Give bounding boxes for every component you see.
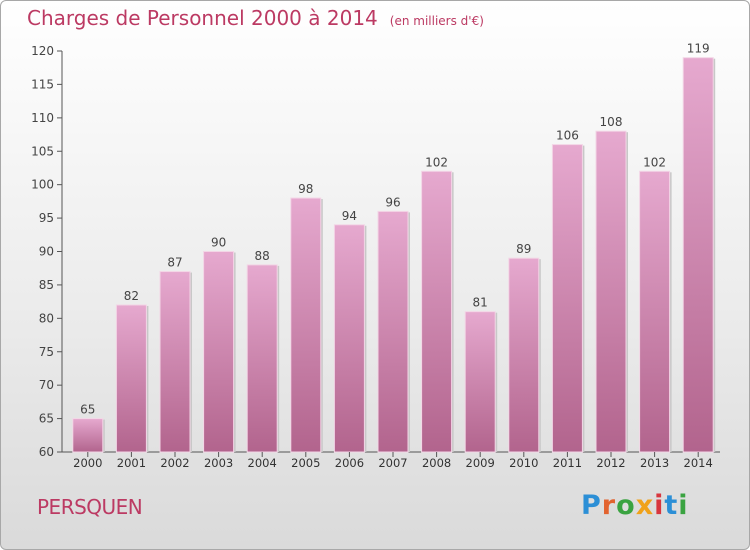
data-label: 88: [255, 249, 270, 263]
x-tick-label: 2014: [684, 456, 713, 470]
data-label: 98: [298, 182, 313, 196]
y-tick-label: 65: [39, 412, 54, 426]
logo-letter: x: [635, 490, 655, 521]
logo-letter: o: [616, 490, 636, 521]
data-label: 96: [385, 195, 400, 209]
data-label: 81: [473, 296, 488, 310]
chart-title: Charges de Personnel 2000 à 2014: [27, 6, 378, 30]
y-tick-label: 100: [31, 178, 54, 192]
bar: [203, 251, 235, 453]
data-label: 94: [342, 209, 357, 223]
bar: [72, 418, 104, 453]
data-label: 102: [425, 155, 448, 169]
bar: [595, 130, 627, 453]
y-tick-label: 60: [39, 445, 54, 459]
y-tick-label: 80: [39, 311, 54, 325]
y-tick-label: 90: [39, 245, 54, 259]
bar: [682, 57, 714, 453]
y-tick-label: 85: [39, 278, 54, 292]
bar: [464, 311, 496, 453]
y-tick-label: 115: [31, 77, 54, 91]
y-tick-label: 70: [39, 378, 54, 392]
bar: [639, 170, 671, 453]
logo-letter: r: [601, 490, 617, 521]
x-tick-label: 2000: [73, 456, 102, 470]
y-tick-label: 120: [31, 44, 54, 58]
logo-letter: P: [581, 490, 602, 521]
bar: [377, 210, 409, 453]
x-tick-label: 2008: [422, 456, 451, 470]
y-tick-label: 75: [39, 345, 54, 359]
data-label: 102: [643, 155, 666, 169]
x-tick-label: 2003: [204, 456, 233, 470]
data-label: 90: [211, 236, 226, 250]
x-tick-label: 2004: [248, 456, 277, 470]
bar: [115, 304, 147, 453]
x-tick-label: 2011: [553, 456, 582, 470]
x-tick-label: 2012: [596, 456, 625, 470]
logo-letter: i: [678, 490, 689, 521]
data-label: 89: [516, 242, 531, 256]
x-tick-label: 2005: [291, 456, 320, 470]
x-tick-label: 2002: [160, 456, 189, 470]
data-label: 65: [80, 403, 95, 417]
x-tick-label: 2007: [378, 456, 407, 470]
bar: [290, 197, 322, 453]
data-label: 108: [600, 115, 623, 129]
x-tick-label: 2001: [117, 456, 146, 470]
bar: [159, 271, 191, 453]
logo-letter: i: [654, 490, 665, 521]
bar: [246, 264, 278, 453]
logo-letter: t: [664, 490, 679, 521]
data-label: 106: [556, 129, 579, 143]
x-tick-label: 2009: [466, 456, 495, 470]
bar: [508, 257, 540, 453]
chart-unit: (en milliers d'€): [389, 14, 484, 28]
x-tick-label: 2010: [509, 456, 538, 470]
data-label: 82: [124, 289, 139, 303]
proxiti-logo: Proxiti: [581, 490, 689, 521]
y-tick-label: 105: [31, 144, 54, 158]
x-tick-label: 2013: [640, 456, 669, 470]
y-tick-label: 110: [31, 111, 54, 125]
y-tick-label: 95: [39, 211, 54, 225]
bar: [333, 224, 365, 453]
chart-header: Charges de Personnel 2000 à 2014 (en mill…: [27, 6, 484, 30]
commune-name: PERSQUEN: [37, 495, 143, 519]
data-label: 87: [167, 256, 182, 270]
data-label: 119: [687, 42, 710, 56]
bar: [421, 170, 453, 453]
x-tick-label: 2006: [335, 456, 364, 470]
bar: [551, 144, 583, 453]
